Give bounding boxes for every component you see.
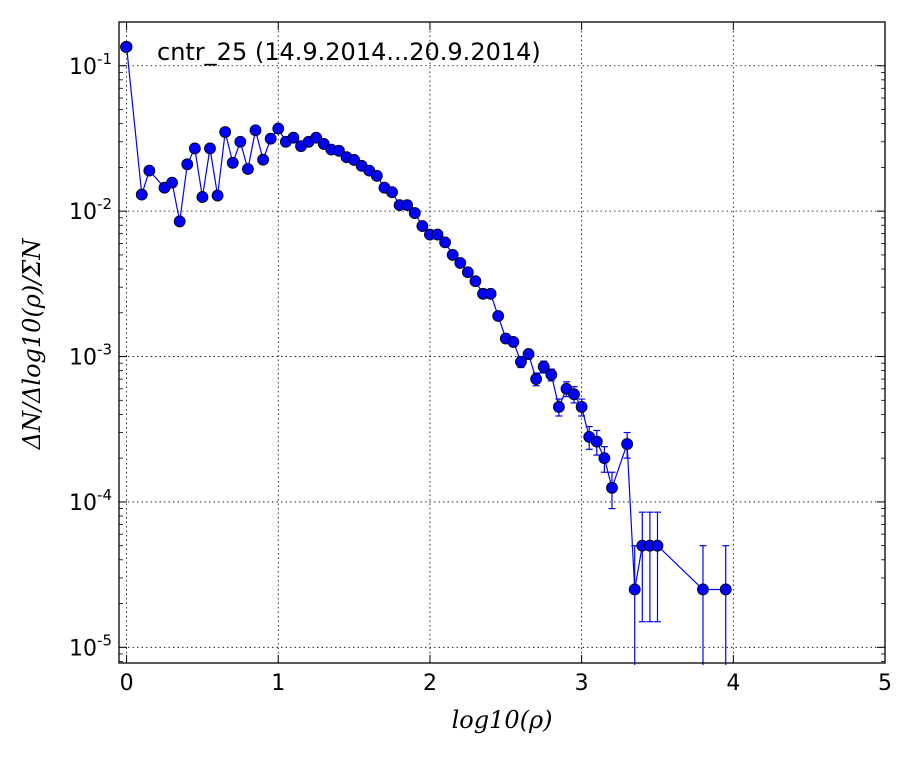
data-point	[370, 169, 383, 182]
data-point	[568, 388, 580, 401]
data-point	[386, 186, 398, 199]
data-point	[219, 126, 232, 138]
data-point	[333, 144, 345, 157]
data-point	[537, 360, 550, 373]
x-tick-label: 4	[726, 671, 740, 696]
data-point	[196, 191, 209, 203]
data-point	[606, 481, 618, 494]
data-point	[492, 310, 505, 322]
data-point	[484, 287, 497, 300]
data-point	[507, 336, 520, 348]
data-point	[552, 401, 565, 413]
legend-label: cntr_25 (14.9.2014...20.9.2014)	[157, 38, 541, 66]
data-point	[242, 163, 254, 175]
x-tick-label: 5	[878, 671, 892, 696]
legend: cntr_25 (14.9.2014...20.9.2014)	[120, 38, 541, 66]
data-point	[143, 164, 156, 177]
data-point	[310, 131, 323, 144]
data-point	[257, 153, 269, 166]
data-point	[469, 275, 482, 288]
data-point	[598, 452, 611, 465]
data-point	[431, 228, 444, 241]
x-axis-label: log10(ρ)	[452, 706, 553, 734]
data-point	[166, 176, 178, 189]
x-tick-label: 3	[575, 671, 589, 696]
plot-frame	[118, 21, 886, 664]
data-point	[249, 124, 262, 137]
data-point	[530, 373, 543, 385]
data-point	[264, 132, 277, 145]
data-point	[719, 583, 732, 596]
axis-ticks: 0 1 2 3 4 5 10-1 10-2 10-3 10-4 10-5	[69, 21, 892, 696]
data-point	[522, 348, 535, 360]
y-tick-label: 10-4	[69, 486, 112, 516]
y-axis-label: ΔN/Δlog10(ρ)/ΣN	[18, 238, 46, 451]
data-point	[272, 122, 285, 135]
data-point	[621, 438, 634, 450]
data-point	[461, 266, 474, 279]
data-point	[226, 156, 239, 169]
data-point	[204, 142, 216, 155]
y-tick-label: 10-5	[69, 631, 112, 661]
data-point	[439, 236, 452, 249]
data-point	[135, 188, 148, 201]
data-point	[545, 368, 558, 381]
data-point	[287, 131, 300, 144]
data-point	[446, 249, 459, 261]
x-tick-label: 0	[120, 671, 134, 696]
data-point	[454, 257, 467, 269]
data-point	[181, 158, 194, 171]
data-point	[575, 401, 588, 413]
data-point	[408, 207, 421, 219]
x-tick-label: 2	[423, 671, 437, 696]
grid	[119, 22, 885, 663]
data-point	[416, 220, 429, 232]
data-point	[211, 189, 224, 202]
data-point	[697, 583, 709, 596]
data-point	[651, 539, 664, 552]
data-point	[173, 215, 186, 228]
data-point	[590, 435, 603, 448]
y-tick-label: 10-2	[69, 195, 112, 225]
data-point	[628, 583, 641, 596]
data-series	[120, 40, 732, 665]
legend-marker	[120, 41, 132, 53]
x-tick-label: 1	[271, 671, 285, 696]
y-tick-label: 10-3	[69, 341, 112, 371]
y-tick-label: 10-1	[69, 50, 112, 80]
data-point	[515, 355, 527, 368]
data-point	[401, 199, 414, 212]
data-point	[188, 142, 201, 155]
data-point	[234, 135, 247, 148]
